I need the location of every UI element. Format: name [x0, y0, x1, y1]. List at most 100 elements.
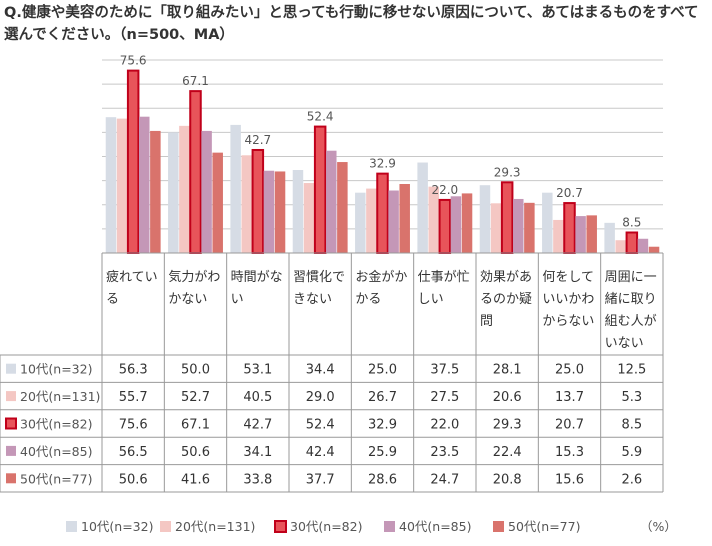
table-cell: 12.5 [617, 363, 646, 378]
table-cell: 22.4 [493, 445, 522, 460]
table-cell: 23.5 [430, 445, 459, 460]
bar [251, 148, 265, 254]
table-cell: 56.3 [119, 363, 148, 378]
legend-label: 20代(n=131) [175, 519, 255, 534]
category-label: お金がか [355, 269, 407, 285]
table-cell: 75.6 [119, 418, 148, 433]
category-label: 緒に取り [605, 292, 657, 307]
row-header: 30代(n=82) [20, 417, 92, 432]
table-cell: 56.5 [119, 445, 148, 460]
category-label: 何をして [542, 269, 594, 285]
category-label: 周囲に一 [605, 270, 657, 285]
category-label: 効果があ [480, 270, 532, 285]
table-cell: 25.0 [368, 363, 397, 378]
category-label: いいかわ [542, 292, 594, 307]
row-swatch [5, 417, 17, 430]
table-cell: 55.7 [119, 390, 148, 405]
bar [388, 190, 399, 253]
table-cell: 42.7 [243, 418, 272, 433]
bar [553, 219, 564, 253]
chart-title: Q.健康や美容のために「取り組みたい」と思っても行動に移せない原因について、あて… [4, 5, 699, 43]
category-label: るのか疑 [480, 291, 532, 307]
bar [625, 231, 639, 254]
category-label: しい [418, 292, 444, 307]
data-label: 67.1 [182, 74, 209, 88]
bar [376, 172, 389, 254]
category-label: 問 [480, 314, 493, 329]
bar [303, 183, 315, 253]
table-cell: 25.0 [555, 363, 584, 378]
legend-label: 10代(n=32) [81, 519, 153, 534]
bar [292, 170, 304, 253]
bar [417, 162, 428, 253]
data-label: 8.5 [622, 215, 641, 229]
bar [150, 130, 161, 253]
bar [337, 162, 348, 253]
bar [575, 216, 586, 253]
table-cell: 67.1 [181, 418, 210, 433]
category-label: いない [605, 336, 644, 351]
bar [399, 184, 410, 253]
table-cell: 28.1 [493, 363, 522, 378]
legend-label: 50代(n=77) [508, 519, 580, 534]
row-header: 50代(n=77) [20, 471, 92, 486]
bar [428, 186, 439, 253]
category-label: 仕事が忙 [418, 270, 470, 285]
row-header: 20代(n=131) [20, 389, 100, 404]
data-label: 32.9 [369, 157, 396, 171]
bar [542, 192, 553, 253]
legend-label: 30代(n=82) [290, 519, 362, 534]
bar [326, 150, 337, 253]
category-label: かる [355, 292, 381, 307]
table-cell: 53.1 [243, 363, 272, 378]
bar [230, 124, 241, 254]
table-cell: 37.5 [430, 363, 459, 378]
table-cell: 37.7 [306, 472, 335, 487]
category-label: 気力がわ [168, 269, 220, 285]
data-label: 22.0 [431, 183, 458, 197]
table-cell: 13.7 [555, 390, 584, 405]
bar [366, 188, 377, 253]
table-cell: 52.7 [181, 390, 210, 405]
row-header: 10代(n=32) [20, 362, 92, 377]
bar [212, 152, 223, 253]
data-label: 20.7 [556, 186, 583, 200]
data-label: 75.6 [120, 54, 147, 68]
table-cell: 5.9 [621, 445, 642, 460]
legend-swatch [66, 521, 77, 532]
bar [313, 125, 327, 254]
row-swatch [6, 363, 16, 374]
category-label: 時間がな [231, 270, 283, 285]
category-label: る [106, 292, 119, 307]
bar [179, 125, 190, 253]
table-cell: 50.6 [119, 472, 148, 487]
data-label: 29.3 [494, 165, 521, 179]
table-cell: 32.9 [368, 418, 397, 433]
table-cell: 5.3 [621, 390, 642, 405]
table-cell: 15.3 [555, 445, 584, 460]
table-cell: 2.6 [621, 472, 642, 487]
category-label: 疲れてい [106, 269, 158, 285]
table-cell: 33.8 [243, 472, 272, 487]
bar [126, 69, 140, 254]
table-cell: 24.7 [430, 472, 459, 487]
bar [438, 198, 452, 255]
legend-swatch [493, 521, 504, 532]
table-cell: 50.0 [181, 363, 210, 378]
category-label: かない [168, 292, 207, 307]
table-cell: 34.1 [243, 445, 272, 460]
table-cell: 20.8 [493, 472, 522, 487]
row-swatch [6, 391, 16, 402]
table-cell: 40.5 [243, 390, 272, 405]
row-header: 40代(n=85) [20, 444, 92, 459]
bar [490, 203, 502, 253]
table-cell: 29.0 [306, 390, 335, 405]
table-cell: 8.5 [621, 418, 642, 433]
bar [105, 117, 117, 254]
bar [139, 116, 150, 253]
table-cell: 27.5 [430, 390, 459, 405]
table-cell: 41.6 [181, 472, 210, 487]
category-label: きない [293, 292, 332, 307]
table-cell: 42.4 [306, 445, 335, 460]
bar [116, 118, 128, 253]
